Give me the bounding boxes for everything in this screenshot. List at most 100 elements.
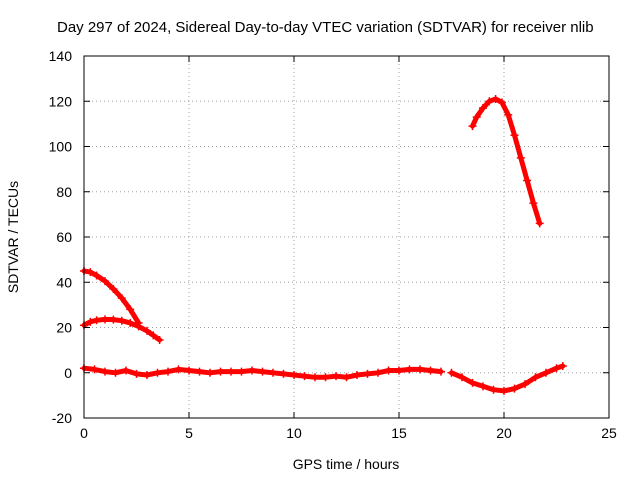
data-point bbox=[143, 326, 151, 335]
series-arc-dip-markers bbox=[447, 361, 567, 395]
data-point bbox=[143, 371, 151, 380]
data-point bbox=[153, 368, 162, 377]
data-point bbox=[101, 315, 109, 324]
data-point bbox=[132, 369, 141, 378]
data-point bbox=[185, 366, 193, 375]
data-point bbox=[227, 367, 235, 376]
data-point bbox=[86, 317, 95, 326]
data-point bbox=[479, 104, 487, 113]
data-point bbox=[117, 294, 126, 303]
data-point bbox=[237, 367, 246, 376]
data-point bbox=[531, 373, 540, 382]
data-point bbox=[155, 335, 164, 344]
y-tick-label: 0 bbox=[64, 365, 72, 381]
x-tick-label: 25 bbox=[601, 425, 617, 441]
data-point bbox=[485, 97, 494, 106]
data-point bbox=[195, 367, 204, 376]
data-point bbox=[521, 380, 529, 389]
series-arc-baseline-markers bbox=[80, 364, 445, 382]
y-tick-label: 20 bbox=[56, 320, 72, 336]
data-point bbox=[510, 131, 519, 140]
data-point bbox=[126, 318, 135, 327]
data-point bbox=[117, 316, 126, 325]
series-group bbox=[80, 94, 567, 395]
data-point bbox=[374, 368, 382, 377]
data-point bbox=[468, 122, 477, 131]
data-point bbox=[126, 305, 135, 314]
data-point bbox=[552, 364, 561, 373]
data-point bbox=[279, 369, 288, 378]
y-tick-label: 140 bbox=[49, 48, 73, 64]
y-tick-label: -20 bbox=[52, 410, 72, 426]
series-arc-descending-start bbox=[81, 268, 142, 326]
y-tick-label: 80 bbox=[56, 184, 72, 200]
data-point bbox=[149, 331, 158, 340]
data-point bbox=[109, 315, 118, 324]
data-point bbox=[111, 368, 120, 377]
data-point bbox=[458, 373, 466, 382]
data-point bbox=[174, 365, 183, 374]
y-tick-label: 40 bbox=[56, 274, 72, 290]
data-point bbox=[134, 322, 143, 331]
series-arc-high-peak bbox=[470, 96, 543, 226]
data-point bbox=[447, 368, 456, 377]
y-tick-label: 60 bbox=[56, 229, 72, 245]
chart-title: Day 297 of 2024, Sidereal Day-to-day VTE… bbox=[57, 19, 594, 36]
data-point bbox=[269, 368, 277, 377]
data-point bbox=[497, 98, 506, 107]
data-point bbox=[472, 113, 481, 122]
data-point bbox=[311, 373, 319, 382]
data-point bbox=[363, 369, 372, 378]
data-point bbox=[122, 366, 130, 375]
data-point bbox=[510, 384, 519, 393]
x-axis-label: GPS time / hours bbox=[293, 456, 400, 472]
y-tick-label: 100 bbox=[49, 139, 73, 155]
data-point bbox=[395, 366, 403, 375]
data-point bbox=[290, 371, 298, 380]
data-point bbox=[516, 153, 525, 162]
data-point bbox=[206, 368, 214, 377]
x-tick-label: 10 bbox=[286, 425, 302, 441]
data-point bbox=[300, 372, 309, 381]
data-point bbox=[92, 316, 101, 325]
data-point bbox=[491, 94, 500, 103]
series-arc-high-peak-markers bbox=[468, 94, 544, 228]
series-arc-low-hump-markers bbox=[80, 315, 164, 344]
data-point bbox=[101, 277, 109, 286]
data-point bbox=[558, 361, 567, 370]
data-point bbox=[416, 365, 424, 374]
x-tick-label: 0 bbox=[80, 425, 88, 441]
y-tick-label: 120 bbox=[49, 93, 73, 109]
data-point bbox=[164, 367, 172, 376]
data-point bbox=[90, 365, 99, 374]
x-tick-label: 15 bbox=[391, 425, 407, 441]
data-point bbox=[468, 378, 477, 387]
data-point bbox=[504, 110, 513, 119]
data-point bbox=[500, 386, 508, 395]
data-point bbox=[535, 219, 544, 228]
data-point bbox=[353, 371, 361, 380]
axis-tick-labels: 0 5 10 15 20 25 -20 0 20 40 60 80 100 120 140 bbox=[49, 48, 617, 441]
data-point bbox=[523, 176, 532, 185]
data-point bbox=[332, 372, 340, 381]
data-point bbox=[384, 366, 393, 375]
x-tick-label: 20 bbox=[496, 425, 512, 441]
data-point bbox=[529, 199, 538, 208]
data-point bbox=[542, 368, 550, 377]
data-point bbox=[86, 268, 95, 277]
series-arc-descending-start-markers bbox=[80, 266, 143, 327]
data-point bbox=[479, 382, 487, 391]
x-tick-label: 5 bbox=[185, 425, 193, 441]
y-axis-label: SDTVAR / TECUs bbox=[5, 181, 21, 293]
data-point bbox=[426, 366, 435, 375]
data-point bbox=[321, 373, 330, 382]
data-point bbox=[101, 367, 109, 376]
data-point bbox=[258, 367, 267, 376]
axis-ticks bbox=[83, 55, 610, 419]
data-point bbox=[489, 385, 498, 394]
data-point bbox=[437, 367, 445, 376]
data-point bbox=[92, 271, 101, 280]
data-point bbox=[216, 367, 225, 376]
data-point bbox=[405, 365, 414, 374]
